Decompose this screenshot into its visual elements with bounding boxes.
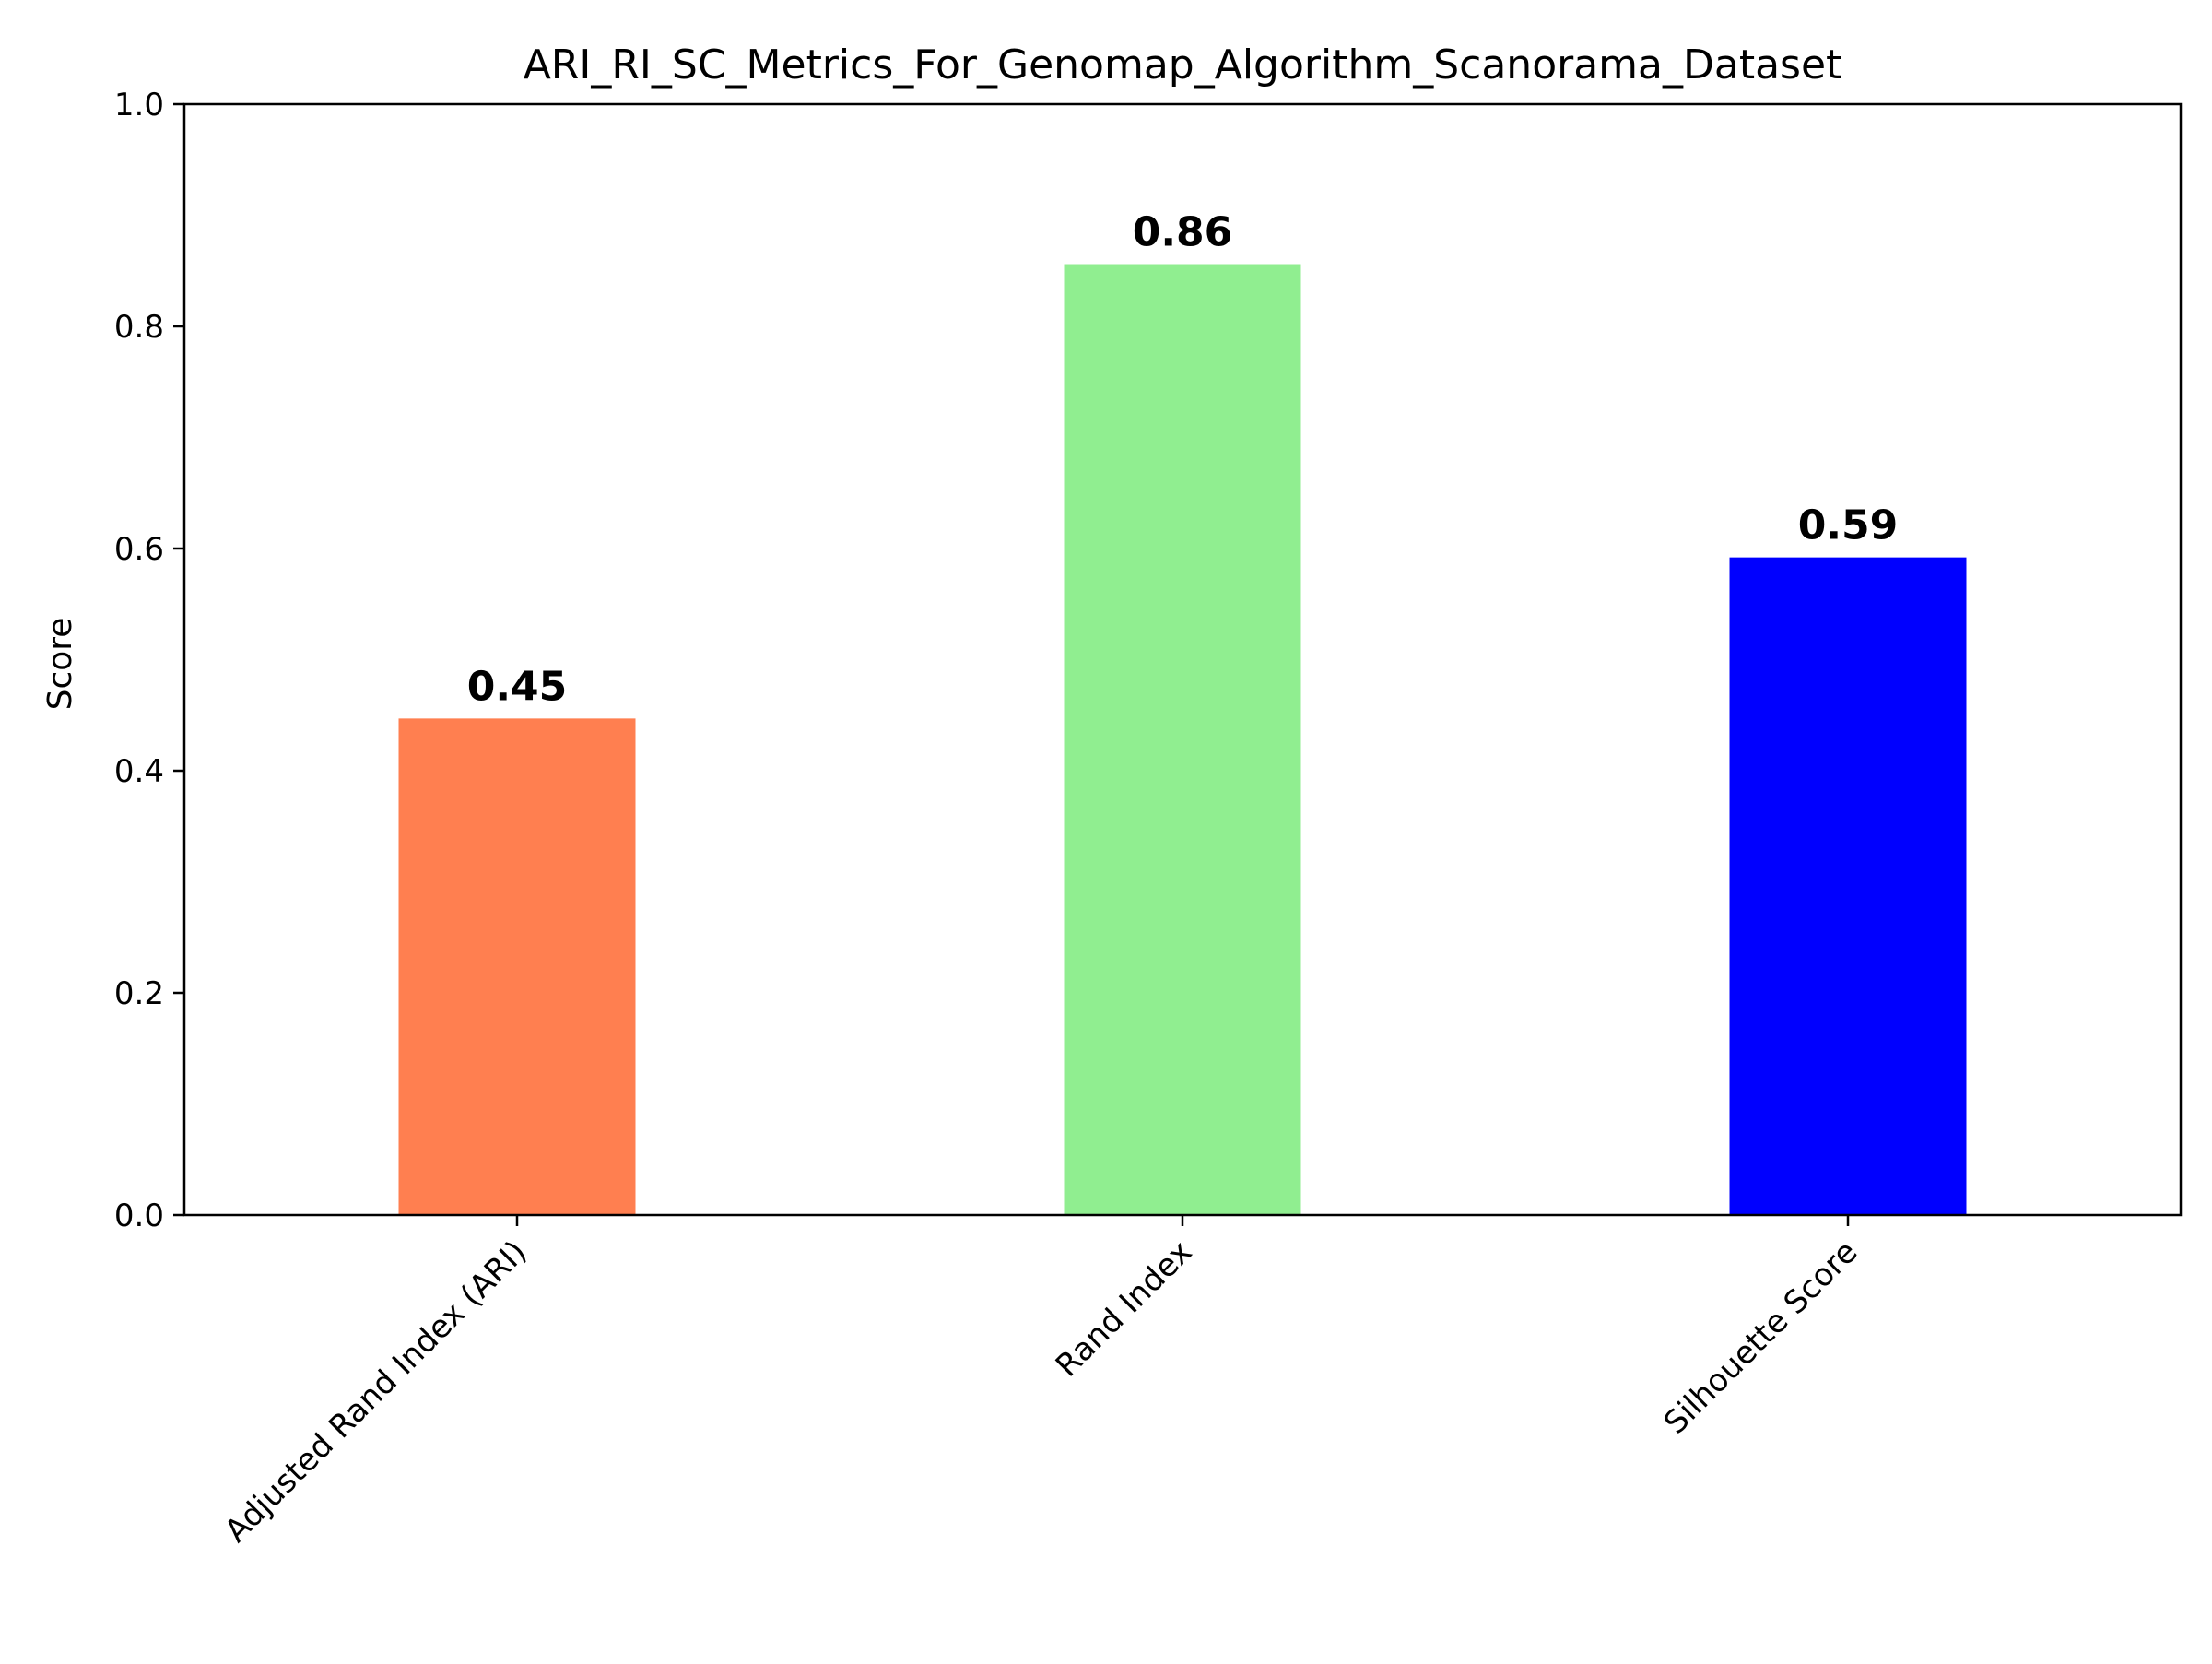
plot-frame <box>182 102 2183 1217</box>
y-axis-ticks: 0.0 0.2 0.4 0.6 0.8 1.0 <box>114 87 184 1234</box>
bar-0 <box>398 718 636 1215</box>
bar-value-label-0: 0.45 <box>467 663 568 710</box>
bar-value-label-1: 0.86 <box>1133 209 1233 256</box>
bar-1 <box>1064 264 1301 1215</box>
y-tick-label-1: 0.2 <box>114 975 164 1012</box>
y-tick-label-0: 0.0 <box>114 1198 164 1234</box>
y-tick-label-4: 0.8 <box>114 309 164 346</box>
y-tick-label-2: 0.4 <box>114 753 164 790</box>
bar-2 <box>1729 557 1967 1215</box>
y-tick-label-5: 1.0 <box>114 87 164 124</box>
y-axis-label: Score <box>41 618 79 711</box>
y-tick-label-3: 0.6 <box>114 531 164 568</box>
bar-value-label-2: 0.59 <box>1798 502 1899 549</box>
bars-layer: 0.45 0.86 0.59 <box>398 209 1967 1215</box>
chart-title: ARI_RI_SC_Metrics_For_Genomap_Algorithm_… <box>524 41 1842 89</box>
